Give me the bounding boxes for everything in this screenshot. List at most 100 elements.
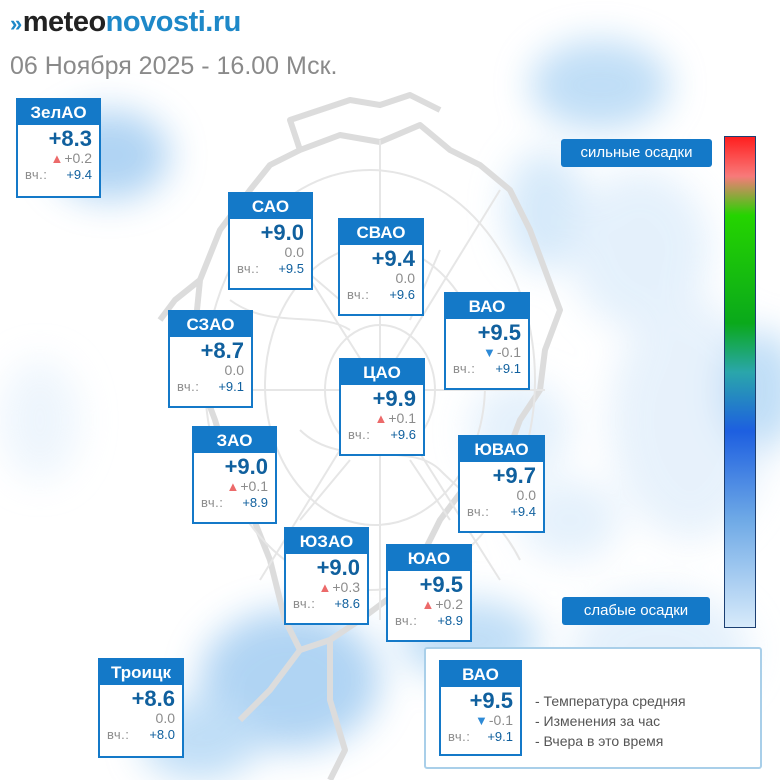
district-hourly-change: ▼-0.1	[446, 344, 528, 361]
yesterday-label: вч.:	[237, 261, 260, 276]
district-temp: +9.0	[316, 555, 360, 580]
change-value: +0.2	[435, 596, 463, 612]
legend-change-value: -0.1	[488, 712, 513, 728]
district-card: ЮАО +9.5 ▲+0.2 вч.: +8.9	[386, 544, 472, 642]
trend-up-icon: ▲	[374, 411, 388, 426]
district-temp: +9.7	[492, 463, 536, 488]
legend-card-temp: +9.5	[469, 688, 513, 713]
district-temp: +9.5	[477, 320, 521, 345]
district-card: СВАО +9.4 0.0 вч.: +9.6	[338, 218, 424, 316]
district-card: ВАО +9.5 ▼-0.1 вч.: +9.1	[444, 292, 530, 390]
yesterday-label: вч.:	[293, 596, 316, 611]
trend-up-icon: ▲	[50, 151, 64, 166]
scale-label-heavy: сильные осадки	[561, 139, 712, 167]
district-name: СЗАО	[170, 312, 251, 337]
change-value: 0.0	[395, 270, 415, 286]
change-value: +0.1	[240, 478, 268, 494]
change-value: +0.3	[332, 579, 360, 595]
yesterday-value: +8.0	[149, 727, 175, 742]
district-card: ЮВАО +9.7 0.0 вч.: +9.4	[458, 435, 545, 533]
trend-up-icon: ▲	[226, 479, 240, 494]
district-name: ЗАО	[194, 428, 275, 453]
district-yesterday: вч.: +8.9	[388, 612, 470, 629]
yesterday-value: +9.1	[487, 729, 513, 744]
legend-descriptions: - Температура средняя - Изменения за час…	[535, 691, 686, 751]
district-hourly-change: ▲+0.1	[341, 410, 423, 427]
district-name: ЮЗАО	[286, 529, 367, 554]
legend-sample-card: ВАО +9.5 ▼-0.1 вч.: +9.1	[439, 660, 522, 756]
logo-text-novosti: novosti.ru	[105, 6, 242, 38]
yesterday-value: +8.9	[242, 495, 268, 510]
district-hourly-change: 0.0	[340, 271, 422, 286]
yesterday-value: +8.9	[437, 613, 463, 628]
district-yesterday: вч.: +9.6	[340, 286, 422, 303]
yesterday-label: вч.:	[177, 379, 200, 394]
yesterday-value: +9.6	[390, 427, 416, 442]
district-hourly-change: ▲+0.1	[194, 478, 275, 495]
district-card: Троицк +8.6 0.0 вч.: +8.0	[98, 658, 184, 758]
district-temp: +8.3	[48, 126, 92, 151]
district-name: ЮВАО	[460, 437, 543, 462]
district-card: ЮЗАО +9.0 ▲+0.3 вч.: +8.6	[284, 527, 369, 625]
district-name: СВАО	[340, 220, 422, 245]
district-name: Троицк	[100, 660, 182, 685]
yesterday-value: +9.6	[389, 287, 415, 302]
logo-mark: »	[10, 11, 22, 36]
district-temp: +9.5	[419, 572, 463, 597]
legend-line-hourly-change: - Изменения за час	[535, 713, 661, 729]
district-name: ЦАО	[341, 360, 423, 385]
legend-card-yesterday: вч.: +9.1	[441, 728, 520, 745]
yesterday-label: вч.:	[395, 613, 418, 628]
legend-card-change: ▼-0.1	[441, 712, 520, 729]
logo-text-meteo: meteo	[22, 6, 106, 38]
district-name: ЮАО	[388, 546, 470, 571]
district-yesterday: вч.: +9.5	[230, 260, 311, 277]
district-yesterday: вч.: +8.9	[194, 494, 275, 511]
district-temp: +9.0	[224, 454, 268, 479]
trend-down-icon: ▼	[483, 345, 496, 360]
change-value: 0.0	[284, 244, 304, 260]
district-yesterday: вч.: +9.4	[460, 503, 543, 520]
legend-line-yesterday: - Вчера в это время	[535, 733, 664, 749]
district-card: ЗАО +9.0 ▲+0.1 вч.: +8.9	[192, 426, 277, 524]
legend-line-average-temp: - Температура средняя	[535, 693, 686, 709]
district-temp: +9.4	[371, 246, 415, 271]
yesterday-label: вч.:	[448, 729, 471, 744]
yesterday-label: вч.:	[347, 287, 370, 302]
district-temp: +8.7	[200, 338, 244, 363]
yesterday-label: вч.:	[25, 167, 48, 182]
district-yesterday: вч.: +8.6	[286, 595, 367, 612]
yesterday-value: +9.5	[278, 261, 304, 276]
district-hourly-change: 0.0	[170, 363, 251, 378]
trend-down-icon: ▼	[475, 713, 488, 728]
trend-up-icon: ▲	[318, 580, 332, 595]
change-value: +0.1	[388, 410, 416, 426]
district-yesterday: вч.: +9.1	[446, 360, 528, 377]
precipitation-scale-bar	[724, 136, 756, 628]
district-yesterday: вч.: +8.0	[100, 726, 182, 743]
district-card: ЦАО +9.9 ▲+0.1 вч.: +9.6	[339, 358, 425, 456]
yesterday-label: вч.:	[453, 361, 476, 376]
scale-label-light: слабые осадки	[562, 597, 710, 625]
district-hourly-change: 0.0	[100, 711, 182, 726]
trend-up-icon: ▲	[421, 597, 435, 612]
yesterday-label: вч.:	[201, 495, 224, 510]
district-card: САО +9.0 0.0 вч.: +9.5	[228, 192, 313, 290]
district-temp: +8.6	[131, 686, 175, 711]
change-value: 0.0	[516, 487, 536, 503]
yesterday-label: вч.:	[348, 427, 371, 442]
district-card: ЗелАО +8.3 ▲+0.2 вч.: +9.4	[16, 98, 101, 198]
yesterday-label: вч.:	[107, 727, 130, 742]
change-value: -0.1	[496, 344, 521, 360]
yesterday-value: +9.1	[218, 379, 244, 394]
district-temp: +9.0	[260, 220, 304, 245]
change-value: +0.2	[64, 150, 92, 166]
site-logo: »meteonovosti.ru	[10, 6, 241, 39]
change-value: 0.0	[224, 362, 244, 378]
district-hourly-change: 0.0	[460, 488, 543, 503]
district-name: ВАО	[446, 294, 528, 319]
district-hourly-change: ▲+0.2	[18, 150, 99, 167]
district-name: ЗелАО	[18, 100, 99, 125]
report-datetime: 06 Ноября 2025 - 16.00 Мск.	[10, 52, 338, 80]
yesterday-value: +9.4	[66, 167, 92, 182]
